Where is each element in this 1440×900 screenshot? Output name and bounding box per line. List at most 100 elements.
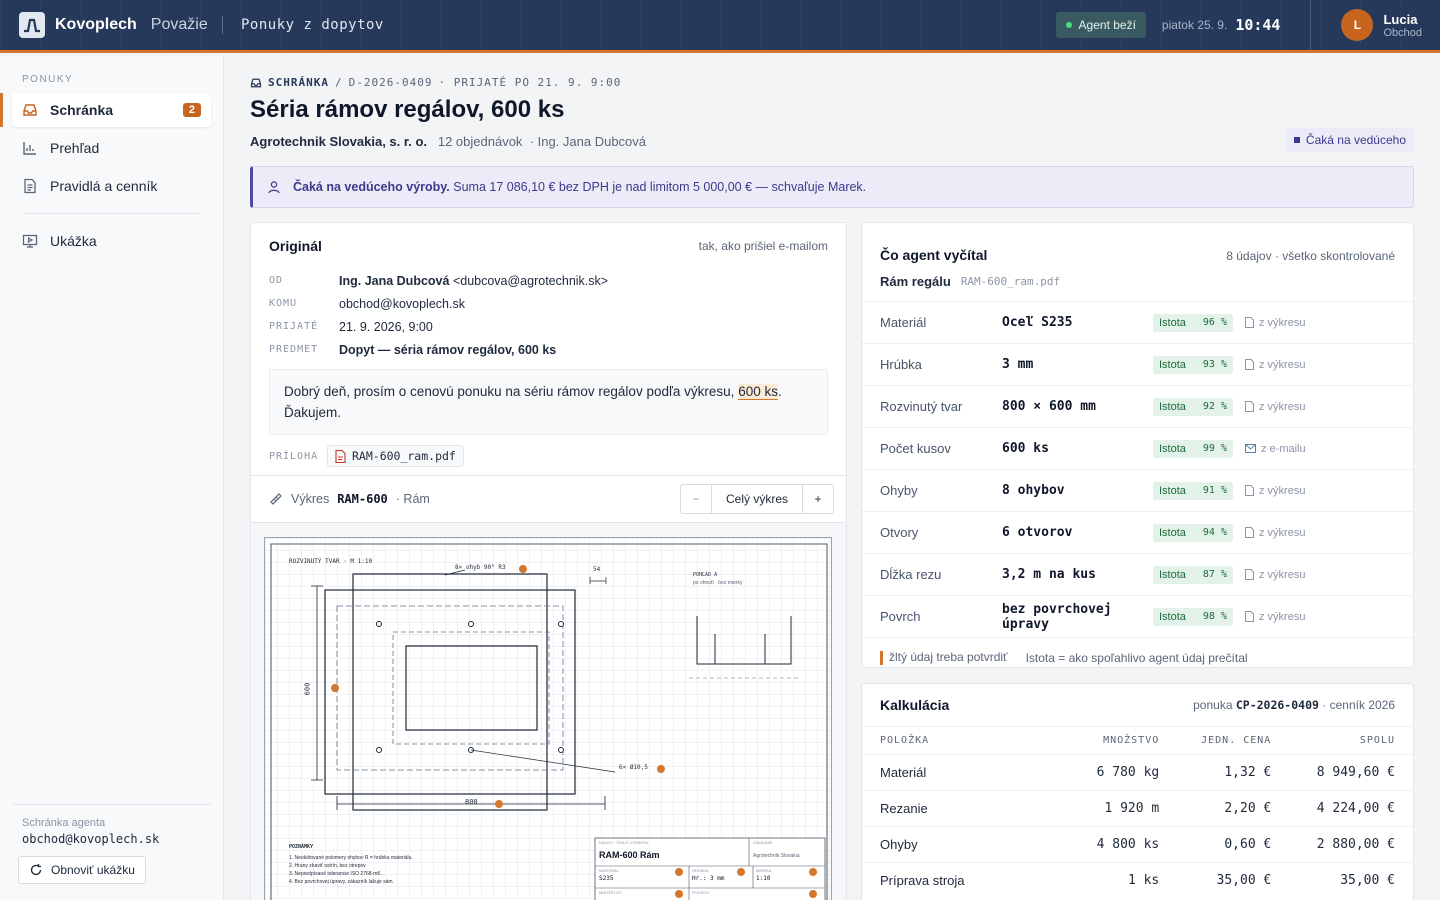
sender-email: <dubcova@agrotechnik.sk> [452, 273, 609, 288]
source-link[interactable]: z výkresu [1245, 317, 1305, 329]
confidence-label: Istota [1159, 610, 1186, 623]
extracted-label: Hrúbka [880, 357, 922, 372]
sidebar-item-prehlad[interactable]: Prehľad [12, 131, 211, 165]
tb-thickness-label: HRÚBKA [692, 868, 709, 873]
email-body-end: . Ďakujem. [284, 384, 782, 420]
table-row[interactable]: Rezanie 1 920 m 2,20 € 4 224,00 € [862, 790, 1413, 826]
source-label: z výkresu [1259, 610, 1306, 623]
attachment-name: RAM-600_ram.pdf [352, 449, 456, 463]
confidence-unit: % [1220, 527, 1227, 538]
quote-prefix: ponuka [1193, 698, 1233, 712]
user-menu[interactable]: L Lucia Obchod [1310, 0, 1440, 50]
drawing-header: Výkres RAM-600 · Rám − Celý výkres + [251, 475, 846, 523]
confidence-badge: Istota 92 % [1153, 397, 1233, 416]
tb-client-label: ZÁKAZNÍK [753, 840, 773, 845]
user-role: Obchod [1383, 26, 1422, 39]
item-unit-price: 1,32 € [1224, 765, 1272, 780]
status-badge: Čaká na vedúceho [1285, 128, 1414, 152]
confidence-value: 96 [1202, 317, 1215, 328]
highlighted-quantity[interactable]: 600 ks [738, 384, 778, 400]
extracted-value: 600 ks [1002, 441, 1049, 456]
extraction-list: Materiál Oceľ S235 Istota 96 % z výkresu… [862, 301, 1413, 637]
extraction-note: 8 údajov · všetko skontrolované [1226, 249, 1395, 263]
view-title: ROZVINUTÝ TVAR · M 1:10 [289, 558, 373, 565]
side-view-sub: po ohnutí · bez mierky [693, 580, 743, 586]
extraction-row[interactable]: Hrúbka 3 mm Istota 93 % z výkresu [862, 343, 1413, 385]
source-link[interactable]: z výkresu [1245, 401, 1305, 413]
table-row[interactable]: Materiál 6 780 kg 1,32 € 8 949,60 € [862, 754, 1413, 790]
logo-icon [19, 12, 45, 38]
tb-material: S235 [599, 875, 614, 882]
breadcrumb-received: · PRIJATÉ PO 21. 9. 9:00 [438, 76, 622, 89]
brand[interactable]: Kovoplech Považie [0, 12, 222, 38]
confidence-label: Istota [1159, 400, 1186, 413]
source-label: z výkresu [1259, 358, 1306, 371]
divider [22, 213, 201, 214]
item-unit-price: 0,60 € [1224, 837, 1272, 852]
fit-drawing-button[interactable]: Celý výkres [711, 485, 803, 513]
sidebar-item-schranka[interactable]: Schránka 2 [0, 93, 211, 127]
confidence-badge: Istota 96 % [1153, 313, 1233, 332]
pricelist-note: · cenník 2026 [1322, 698, 1395, 712]
email-body: Dobrý deň, prosím o cenovú ponuku na sér… [269, 369, 828, 435]
breadcrumb-id: D-2026-0409 [348, 76, 433, 89]
zoom-in-button[interactable]: + [814, 492, 822, 506]
extraction-row[interactable]: Povrch bez povrchovej úpravy Istota 98 %… [862, 595, 1413, 637]
email-field-received: PRIJATÉ 21. 9. 2026, 9:00 [251, 315, 846, 338]
dimension-54: 54 [593, 566, 601, 573]
confidence-unit: % [1220, 443, 1227, 454]
column-header: JEDN. CENA [1201, 735, 1272, 746]
extracted-value: bez povrchovej úpravy [1002, 601, 1112, 632]
zoom-out-button[interactable]: − [692, 492, 700, 506]
email-field-from: OD Ing. Jana Dubcová <dubcova@agrotechni… [251, 269, 846, 292]
note-item: 3. Nepredpísané tolerancie ISO 2768-mK. [289, 871, 383, 877]
sidebar-item-pravidla[interactable]: Pravidlá a cenník [12, 169, 211, 203]
extraction-row[interactable]: Materiál Oceľ S235 Istota 96 % z výkresu [862, 301, 1413, 343]
quote-number[interactable]: CP-2026-0409 [1235, 698, 1319, 712]
tb-name-label: NÁZOV · ČÍSLO VÝKRESU [599, 840, 649, 845]
source-link[interactable]: z výkresu [1245, 611, 1305, 623]
side-view-title: POHĽAD A [693, 572, 718, 578]
drawing-viewer[interactable]: ROZVINUTÝ TVAR · M 1:10 8× ohyb 90° R3 5… [251, 523, 846, 900]
drawing-label: Výkres [291, 492, 330, 506]
source-link[interactable]: z výkresu [1245, 569, 1305, 581]
source-link[interactable]: z e-mailu [1245, 443, 1306, 455]
sidebar-item-ukazka[interactable]: Ukážka [12, 224, 211, 258]
source-label: z výkresu [1259, 316, 1306, 329]
agent-status-badge: Agent beží [1055, 12, 1146, 38]
column-header: MNOŽSTVO [1103, 735, 1160, 746]
extraction-row[interactable]: Rozvinutý tvar 800 × 600 mm Istota 92 % … [862, 385, 1413, 427]
confidence-value: 87 [1202, 569, 1215, 580]
bend-note: 8× ohyb 90° R3 [455, 564, 506, 571]
breadcrumb-root[interactable]: SCHRÁNKA [268, 76, 329, 89]
extraction-row[interactable]: Otvory 6 otvorov Istota 94 % z výkresu [862, 511, 1413, 553]
hole-note: 6× Ø10,5 [619, 764, 648, 771]
source-link[interactable]: z výkresu [1245, 485, 1305, 497]
count-badge: 2 [182, 103, 201, 117]
table-row[interactable]: Príprava stroja 1 ks 35,00 € 35,00 € [862, 862, 1413, 898]
banner-strong: Čaká na vedúceho výroby. [293, 180, 450, 194]
extracted-label: Materiál [880, 315, 927, 330]
extraction-row[interactable]: Dĺžka rezu 3,2 m na kus Istota 87 % z vý… [862, 553, 1413, 595]
attachment-row: PRÍLOHA RAM-600_ram.pdf [251, 445, 846, 467]
source-label: z výkresu [1259, 400, 1306, 413]
item-quantity: 1 920 m [1104, 801, 1160, 816]
part-name: Rám regálu [880, 273, 951, 289]
ruler-icon [269, 492, 283, 506]
user-icon [267, 180, 281, 194]
item-name: Rezanie [880, 801, 928, 816]
tb-scale: 1:10 [756, 875, 771, 882]
extraction-row[interactable]: Ohyby 8 ohybov Istota 91 % z výkresu [862, 469, 1413, 511]
attachment-file[interactable]: RAM-600_ram.pdf [327, 445, 464, 467]
source-link[interactable]: z výkresu [1245, 527, 1305, 539]
contact-name: · Ing. Jana Dubcová [529, 134, 647, 149]
file-icon [1245, 569, 1254, 580]
original-card: Originál tak, ako prišiel e-mailom OD In… [250, 222, 847, 900]
reset-demo-button[interactable]: Obnoviť ukážku [18, 856, 146, 884]
confidence-unit: % [1220, 401, 1227, 412]
extraction-row[interactable]: Počet kusov 600 ks Istota 99 % z e-mailu [862, 427, 1413, 469]
extracted-label: Rozvinutý tvar [880, 399, 963, 414]
table-row[interactable]: Ohyby 4 800 ks 0,60 € 2 880,00 € [862, 826, 1413, 862]
source-link[interactable]: z výkresu [1245, 359, 1305, 371]
confidence-value: 94 [1202, 527, 1215, 538]
